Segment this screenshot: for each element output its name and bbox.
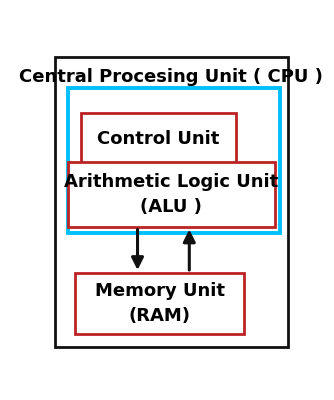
Text: Memory Unit
(RAM): Memory Unit (RAM) bbox=[95, 282, 224, 325]
FancyBboxPatch shape bbox=[68, 88, 280, 233]
Text: Central Procesing Unit ( CPU ): Central Procesing Unit ( CPU ) bbox=[19, 68, 323, 86]
Text: Arithmetic Logic Unit
(ALU ): Arithmetic Logic Unit (ALU ) bbox=[64, 173, 278, 216]
FancyBboxPatch shape bbox=[80, 113, 236, 165]
FancyBboxPatch shape bbox=[75, 273, 244, 334]
FancyBboxPatch shape bbox=[68, 162, 275, 227]
FancyBboxPatch shape bbox=[55, 57, 288, 347]
Text: Control Unit: Control Unit bbox=[97, 130, 219, 148]
